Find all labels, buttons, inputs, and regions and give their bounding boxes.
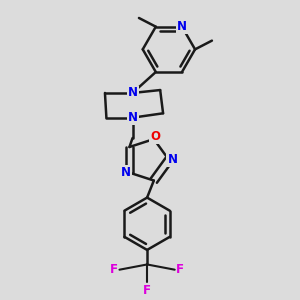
Text: F: F — [176, 263, 184, 276]
Text: N: N — [121, 166, 131, 179]
Text: F: F — [110, 263, 118, 276]
Text: N: N — [167, 153, 177, 166]
Text: F: F — [143, 284, 151, 297]
Text: O: O — [150, 130, 160, 143]
Text: N: N — [128, 111, 138, 124]
Text: N: N — [128, 86, 138, 100]
Text: N: N — [177, 20, 187, 33]
